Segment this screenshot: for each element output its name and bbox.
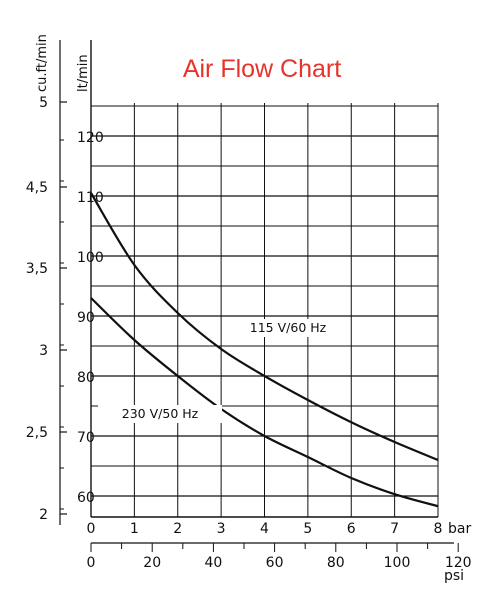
- ltmin-tick-label: 100: [77, 250, 104, 266]
- psi-tick-label: 0: [87, 555, 96, 571]
- psi-tick-label: 60: [266, 555, 284, 571]
- psi-tick-label: 40: [204, 555, 222, 571]
- psi-tick-label: 20: [143, 555, 161, 571]
- ltmin-axis-label: lt/min: [76, 54, 91, 92]
- cuft-tick-label: 3: [39, 343, 48, 359]
- series-label: 115 V/60 Hz: [250, 320, 327, 335]
- series-115v-60hz-line: [90, 192, 439, 462]
- cuft-tick-label: 4,5: [26, 180, 48, 196]
- bar-tick-label: 2: [173, 521, 182, 537]
- bar-tick-label: 3: [217, 521, 226, 537]
- bar-axis-label: bar: [448, 521, 471, 537]
- bar-tick-label: 4: [260, 521, 269, 537]
- cuft-tick-label: 2: [39, 507, 48, 523]
- psi-tick-label: 80: [327, 555, 345, 571]
- bar-tick-label: 5: [303, 521, 312, 537]
- ltmin-tick-label: 110: [77, 190, 104, 206]
- bar-tick-label: 0: [87, 521, 96, 537]
- ltmin-tick-label: 60: [77, 490, 95, 506]
- axes: [59, 40, 459, 552]
- series-label-bg: [98, 405, 222, 423]
- series-230v-50hz-line: [90, 297, 439, 508]
- bar-tick-label: 6: [347, 521, 356, 537]
- psi-axis-label: psi: [444, 568, 464, 584]
- series-label: 230 V/50 Hz: [122, 406, 199, 421]
- ltmin-tick-label: 70: [77, 430, 95, 446]
- bar-tick-label: 1: [130, 521, 139, 537]
- series-label-bg: [226, 319, 350, 337]
- ltmin-tick-label: 120: [77, 130, 104, 146]
- psi-tick-label: 100: [384, 555, 411, 571]
- psi-tick-label: 120: [445, 555, 472, 571]
- ltmin-tick-label: 80: [77, 370, 95, 386]
- cuft-tick-label: 3,5: [26, 261, 48, 277]
- cuft-tick-label: 5: [39, 95, 48, 111]
- cuft-axis-label: cu.ft/min: [35, 34, 50, 92]
- chart-title: Air Flow Chart: [183, 55, 341, 83]
- grid: [90, 103, 439, 518]
- cuft-tick-label: 2,5: [26, 425, 48, 441]
- bar-tick-label: 8: [434, 521, 443, 537]
- ltmin-tick-label: 90: [77, 310, 95, 326]
- bar-tick-label: 7: [390, 521, 399, 537]
- series-layer: [90, 192, 439, 508]
